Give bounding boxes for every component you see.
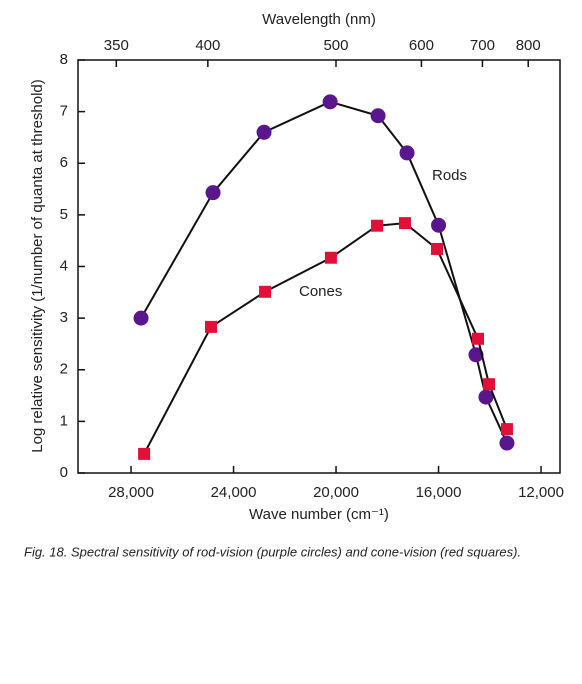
square-marker <box>324 251 337 264</box>
caption: Fig. 18. Spectral sensitivity of rod-vis… <box>24 544 521 559</box>
x2-tick-label: 600 <box>409 37 434 54</box>
plot-frame <box>77 59 561 474</box>
y-tick-label: 2 <box>60 361 68 378</box>
square-marker <box>500 423 513 436</box>
x-tick-label: 24,000 <box>211 484 257 501</box>
circle-marker <box>431 217 447 233</box>
y-tick-label: 3 <box>60 309 68 326</box>
x-tick-label: 28,000 <box>108 484 154 501</box>
x2-tick-label: 400 <box>195 37 220 54</box>
square-marker <box>472 332 485 345</box>
x2-tick-label: 700 <box>470 37 495 54</box>
square-marker <box>398 217 411 230</box>
x-tick-label: 20,000 <box>313 484 359 501</box>
series-line <box>143 222 508 455</box>
square-marker <box>259 285 272 298</box>
y-tick-label: 8 <box>60 51 68 68</box>
circle-marker <box>370 108 386 124</box>
square-marker <box>431 242 444 255</box>
square-marker <box>483 378 496 391</box>
circle-marker <box>256 124 272 140</box>
y-tick-label: 5 <box>60 206 68 223</box>
x-tick-label: 16,000 <box>416 484 462 501</box>
series-label: Cones <box>299 283 342 300</box>
x2-axis-label: Wavelength (nm) <box>262 11 376 28</box>
y-axis-label: Log relative sensitivity (1/number of qu… <box>29 79 46 453</box>
circle-marker <box>133 310 149 326</box>
x2-tick-label: 500 <box>323 37 348 54</box>
x-tick-label: 12,000 <box>518 484 564 501</box>
series-line <box>140 100 508 444</box>
square-marker <box>204 320 217 333</box>
y-tick-label: 1 <box>60 412 68 429</box>
y-tick-label: 0 <box>60 464 68 481</box>
x2-tick-label: 350 <box>104 37 129 54</box>
circle-marker <box>468 347 484 363</box>
circle-marker <box>399 145 415 161</box>
square-marker <box>371 219 384 232</box>
circle-marker <box>478 389 494 405</box>
x-axis-label: Wave number (cm⁻¹) <box>249 506 389 523</box>
y-tick-label: 6 <box>60 154 68 171</box>
y-tick-label: 4 <box>60 257 68 274</box>
series-label: Rods <box>432 167 467 184</box>
circle-marker <box>205 185 221 201</box>
square-marker <box>138 447 151 460</box>
y-tick-label: 7 <box>60 103 68 120</box>
x2-tick-label: 800 <box>516 37 541 54</box>
circle-marker <box>499 435 515 451</box>
circle-marker <box>322 94 338 110</box>
